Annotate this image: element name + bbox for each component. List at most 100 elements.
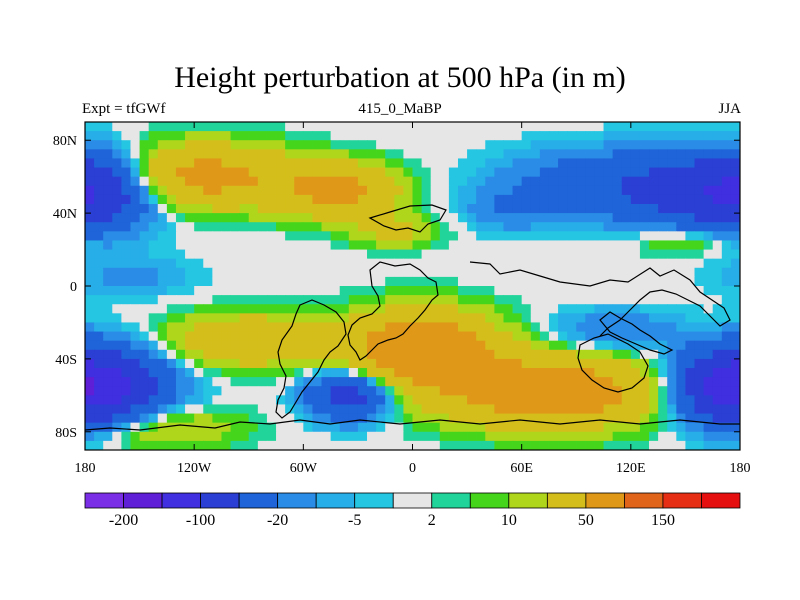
field-cell	[485, 267, 495, 278]
field-cell	[694, 422, 705, 433]
field-cell	[212, 213, 222, 223]
field-cell	[676, 258, 686, 269]
field-cell	[85, 304, 95, 314]
field-cell	[248, 122, 259, 132]
field-cell	[294, 413, 304, 424]
field-cell	[494, 340, 504, 351]
field-cell	[467, 222, 477, 232]
field-cell	[448, 440, 459, 451]
field-cell	[576, 249, 586, 260]
field-cell	[421, 286, 432, 296]
field-cell	[412, 231, 423, 241]
field-cell	[667, 222, 677, 232]
field-cell	[257, 240, 268, 251]
field-cell	[448, 377, 459, 387]
field-cell	[112, 276, 122, 287]
field-cell	[185, 431, 195, 442]
field-cell	[530, 431, 541, 442]
field-cell	[121, 440, 131, 451]
field-cell	[467, 431, 477, 442]
field-cell	[185, 286, 195, 296]
field-cell	[730, 413, 741, 424]
field-cell	[539, 222, 550, 232]
field-cell	[348, 122, 359, 132]
field-cell	[294, 340, 304, 351]
field-cell	[130, 267, 141, 278]
field-cell	[548, 322, 559, 333]
field-cell	[467, 368, 477, 378]
field-cell	[558, 386, 568, 396]
field-cell	[203, 431, 213, 442]
field-cell	[394, 240, 404, 251]
field-cell	[658, 231, 668, 241]
field-cell	[548, 185, 559, 196]
field-cell	[585, 386, 595, 396]
field-cell	[694, 240, 705, 251]
field-cell	[203, 340, 213, 351]
field-cell	[530, 422, 541, 433]
field-cell	[730, 176, 741, 187]
field-cell	[403, 185, 413, 196]
field-cell	[394, 276, 404, 287]
field-cell	[412, 422, 423, 433]
field-cell	[503, 240, 514, 251]
field-cell	[385, 158, 395, 169]
field-cell	[212, 140, 222, 150]
field-cell	[339, 404, 350, 415]
field-cell	[157, 286, 168, 296]
field-cell	[221, 213, 232, 223]
field-cell	[639, 185, 650, 196]
field-cell	[312, 295, 323, 305]
field-cell	[603, 377, 614, 387]
field-cell	[276, 304, 286, 314]
field-cell	[539, 368, 550, 378]
field-cell	[221, 222, 232, 232]
field-cell	[357, 167, 368, 178]
field-cell	[448, 267, 459, 278]
field-cell	[548, 422, 559, 433]
field-cell	[285, 122, 295, 132]
field-cell	[721, 140, 732, 150]
field-cell	[585, 276, 595, 287]
field-cell	[85, 340, 95, 351]
field-cell	[421, 295, 432, 305]
field-cell	[203, 222, 213, 232]
field-cell	[448, 258, 459, 269]
field-cell	[712, 258, 723, 269]
field-cell	[321, 258, 332, 269]
field-cell	[94, 286, 104, 296]
field-cell	[612, 431, 623, 442]
field-cell	[512, 331, 523, 342]
field-cell	[421, 204, 432, 214]
field-cell	[649, 413, 659, 424]
field-cell	[294, 286, 304, 296]
field-cell	[476, 231, 486, 241]
field-cell	[603, 185, 614, 196]
field-cell	[403, 194, 413, 205]
field-cell	[457, 304, 468, 314]
colorbar-swatch	[354, 492, 394, 509]
field-cell	[667, 422, 677, 433]
field-cell	[685, 295, 696, 305]
field-cell	[257, 368, 268, 378]
field-cell	[439, 140, 450, 150]
field-cell	[85, 404, 95, 415]
field-cell	[630, 185, 641, 196]
field-cell	[512, 304, 523, 314]
field-cell	[266, 231, 277, 241]
field-cell	[276, 258, 286, 269]
field-cell	[221, 194, 232, 205]
field-cell	[494, 295, 504, 305]
field-cell	[712, 322, 723, 333]
field-cell	[621, 368, 632, 378]
field-cell	[494, 185, 504, 196]
field-cell	[676, 286, 686, 296]
field-cell	[558, 122, 568, 132]
field-cell	[412, 249, 423, 260]
field-cell	[548, 176, 559, 187]
field-cell	[130, 213, 141, 223]
field-cell	[166, 140, 177, 150]
field-cell	[321, 404, 332, 415]
field-cell	[494, 122, 504, 132]
field-cell	[730, 258, 741, 269]
